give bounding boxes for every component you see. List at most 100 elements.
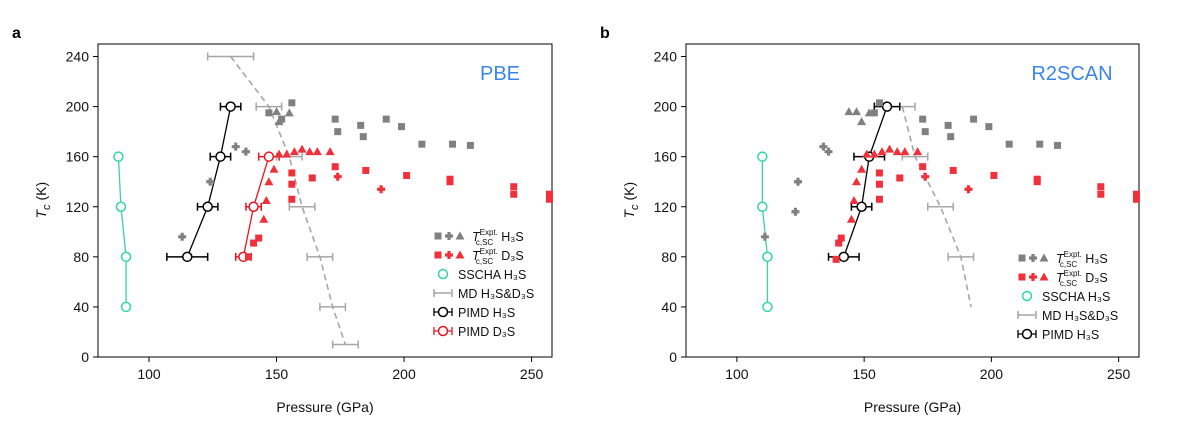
x-tick-label: 100 <box>137 366 161 382</box>
data-point-square <box>875 99 883 107</box>
legend-label: SSCHA H₃S <box>458 268 526 282</box>
data-point <box>757 151 768 162</box>
y-tick-label: 120 <box>66 199 90 215</box>
data-point-square <box>944 121 952 129</box>
data-point-plus <box>964 185 973 194</box>
legend-label: TExpt. c,SC D₃S <box>1056 269 1108 288</box>
x-tick-label: 150 <box>852 366 876 382</box>
data-point <box>757 201 768 213</box>
legend-square <box>434 251 442 259</box>
y-tick-label: 240 <box>66 49 90 65</box>
data-point <box>182 251 193 263</box>
data-point-triangle <box>284 108 294 117</box>
legend-item-pimd_h3s: PIMD H₃S <box>1017 328 1099 342</box>
y-tick-label: 200 <box>654 99 678 115</box>
data-point-plus <box>231 142 240 151</box>
data-point-triangle <box>289 147 299 156</box>
data-point <box>248 201 259 213</box>
data-point-square <box>265 109 273 117</box>
y-tick-label: 80 <box>73 249 89 265</box>
x-tick-label: 200 <box>980 366 1004 382</box>
data-point-plus <box>819 142 828 151</box>
data-point-square <box>1054 141 1062 149</box>
data-point-square <box>921 128 929 136</box>
data-point-plus <box>760 232 769 241</box>
method-label: R2SCAN <box>1031 63 1112 85</box>
y-tick-label: 80 <box>661 249 677 265</box>
series-md-h3s-d3s <box>888 102 975 308</box>
legend-plus <box>445 232 453 240</box>
data-point <box>838 251 850 263</box>
legend-circle <box>437 325 449 337</box>
error-bar <box>927 202 954 211</box>
data-point-triangle <box>305 147 315 156</box>
legend-circle <box>1021 290 1033 302</box>
data-point-square <box>985 123 993 131</box>
series-expt-d3s-squares <box>832 163 1140 263</box>
data-point-square <box>1132 190 1140 198</box>
legend-square <box>1018 254 1026 262</box>
data-point-triangle <box>885 144 895 153</box>
data-point <box>762 251 773 263</box>
data-point-square <box>1033 178 1041 186</box>
data-point-square <box>545 190 553 198</box>
y-tick-label: 40 <box>73 299 89 315</box>
data-point-square <box>403 171 411 179</box>
legend-label: MD H₃S&D₃S <box>458 287 534 301</box>
data-point <box>120 251 132 263</box>
data-point-square <box>331 115 339 123</box>
series-expt-h3s-triangles <box>844 107 874 126</box>
legend-label: TExpt. c,SC H₃S <box>472 228 524 247</box>
x-tick-label: 200 <box>392 366 416 382</box>
x-axis-label: Pressure (GPa) <box>864 399 961 415</box>
data-point-square <box>947 133 955 141</box>
data-point-square <box>466 141 474 149</box>
data-point-square <box>288 169 296 177</box>
legend-circle <box>437 306 449 318</box>
data-point-square <box>288 180 296 188</box>
y-tick-label: 240 <box>654 49 678 65</box>
data-point-plus <box>921 172 930 181</box>
series-line <box>843 106 888 258</box>
x-tick-label: 100 <box>725 366 749 382</box>
y-tick-label: 160 <box>66 149 90 165</box>
data-point-triangle <box>261 196 271 204</box>
x-tick-label: 150 <box>265 366 289 382</box>
legend-triangle <box>1039 253 1049 262</box>
data-point-plus <box>793 177 802 186</box>
legend-item-expt_d3s: TExpt. c,SC D₃S <box>434 247 524 266</box>
error-bar <box>206 52 255 61</box>
data-point-square <box>832 255 840 263</box>
data-point-triangle <box>264 177 274 186</box>
x-tick-label: 250 <box>1107 366 1131 382</box>
y-tick-label: 0 <box>81 349 89 365</box>
legend-label: PIMD H₃S <box>1042 328 1099 342</box>
legend-label: PIMD D₃S <box>458 325 515 339</box>
data-point-square <box>875 195 883 203</box>
y-tick-label: 160 <box>654 149 678 165</box>
legend-label: SSCHA H₃S <box>1042 290 1110 304</box>
data-point-triangle <box>297 144 307 153</box>
series-expt-h3s-squares <box>265 99 474 149</box>
series-sscha-h3s <box>757 151 773 313</box>
data-point-square <box>331 163 339 171</box>
data-point-triangle <box>864 108 874 117</box>
series-pimd-h3s <box>166 101 242 263</box>
legend-item-sscha: SSCHA H₃S <box>1021 290 1110 304</box>
series-expt-h3s-triangles <box>272 107 294 126</box>
data-point-square <box>510 190 518 198</box>
legend-item-pimd_h3s: PIMD H₃S <box>433 306 515 320</box>
series-sscha-h3s <box>113 151 132 313</box>
series-expt-d3s-triangles <box>846 144 923 223</box>
data-point-square <box>1005 140 1013 148</box>
data-point-square <box>949 166 957 174</box>
legend-square <box>1018 273 1026 281</box>
legend-square <box>434 232 442 240</box>
data-point <box>115 201 127 213</box>
legend-item-expt_d3s: TExpt. c,SC D₃S <box>1018 269 1108 288</box>
y-axis-label: Tc (K) <box>621 182 641 219</box>
data-point-square <box>970 115 978 123</box>
data-point-plus <box>824 147 833 156</box>
